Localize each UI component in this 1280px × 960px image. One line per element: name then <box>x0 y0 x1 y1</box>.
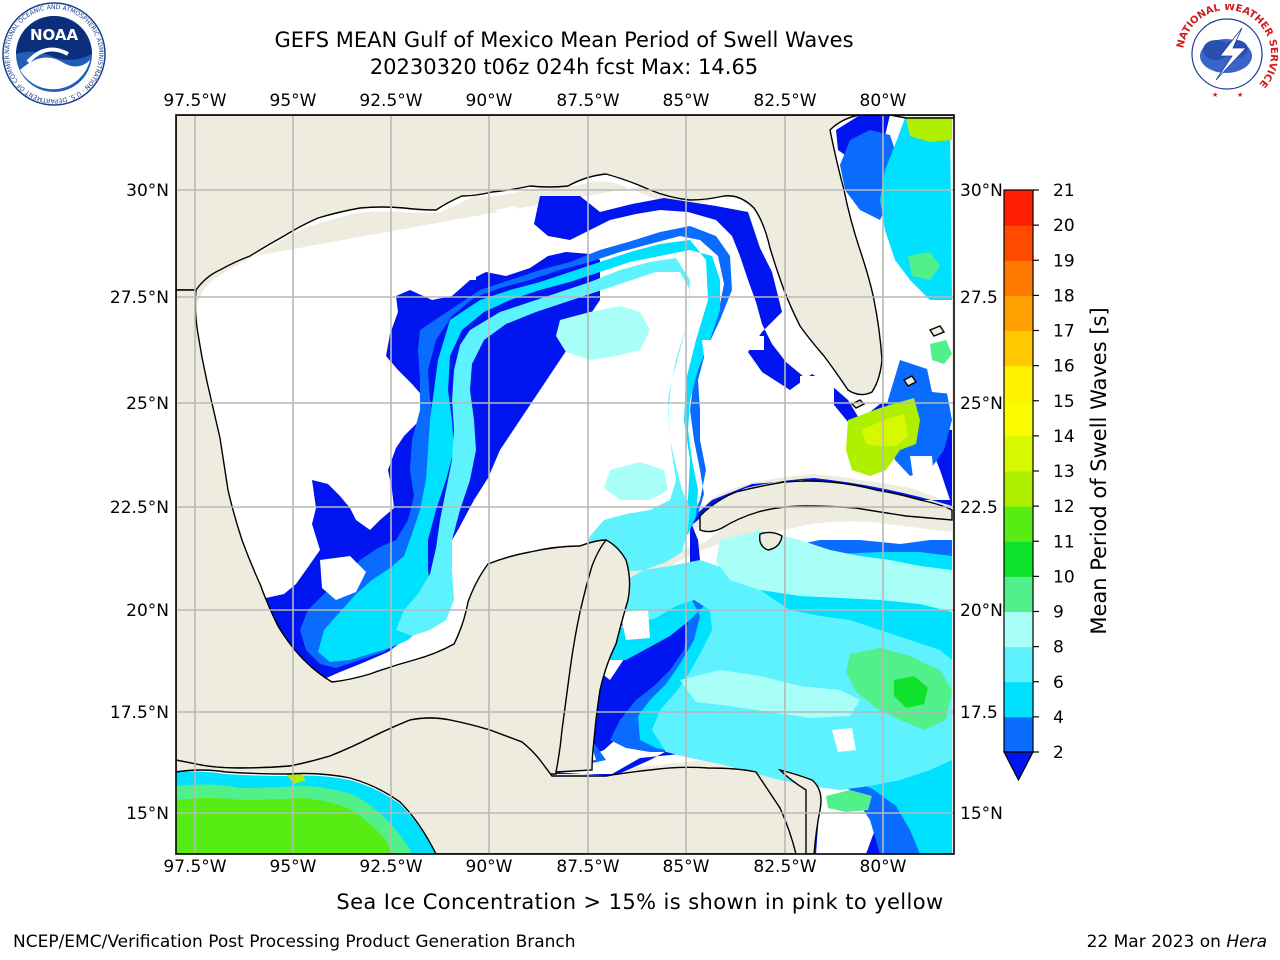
lat-label: 27.5 <box>960 288 998 308</box>
lat-label: 22.5 <box>960 498 998 518</box>
colorbar-tick-label: 18 <box>1053 286 1075 306</box>
lat-label: 27.5°N <box>110 288 169 308</box>
colorbar: 2 4 6 8 9 10 11 12 13 14 15 16 17 18 19 20 21 <box>1003 181 1075 782</box>
footer-date-text: 22 Mar 2023 on <box>1086 932 1221 952</box>
colorbar-extend-arrow <box>1003 751 1034 782</box>
graticule <box>176 115 954 854</box>
lat-label: 17.5°N <box>110 703 169 723</box>
swell-region-palecyan <box>556 306 952 718</box>
colorbar-tick-label: 6 <box>1053 673 1064 693</box>
lon-label: 97.5°W <box>163 857 226 877</box>
nws-logo: NATIONAL WEATHER SERVICE ★ ★ <box>1176 4 1278 103</box>
swell-region-yellowgreen <box>846 116 952 476</box>
colorbar-segment <box>1004 471 1033 507</box>
lat-label: 25°N <box>960 394 1003 414</box>
lon-labels-top: 97.5°W 95°W 92.5°W 90°W 87.5°W 85°W 82.5… <box>163 91 906 111</box>
lat-label: 30°N <box>126 181 169 201</box>
lat-label: 30°N <box>960 181 1003 201</box>
colorbar-tick-label: 17 <box>1053 322 1075 342</box>
svg-text:★: ★ <box>1212 91 1218 99</box>
colorbar-tick-label: 19 <box>1053 251 1075 271</box>
footer-credit: NCEP/EMC/Verification Post Processing Pr… <box>13 932 576 952</box>
colorbar-segment <box>1004 681 1033 718</box>
lon-label: 95°W <box>270 857 317 877</box>
colorbar-segment <box>1004 225 1033 261</box>
lat-label: 20°N <box>126 601 169 621</box>
colorbar-segment <box>1004 260 1033 296</box>
colorbar-segment <box>1004 330 1033 367</box>
swell-region-lime <box>862 414 908 446</box>
colorbar-tick-label: 13 <box>1053 462 1075 482</box>
noaa-logo-text: NOAA <box>30 26 79 44</box>
colorbar-tick-label: 14 <box>1053 427 1075 447</box>
lat-labels-left: 30°N 27.5°N 25°N 22.5°N 20°N 17.5°N 15°N <box>110 181 169 824</box>
swell-region-green <box>826 252 952 812</box>
colorbar-segment <box>1004 190 1033 226</box>
lat-label: 17.5 <box>960 703 998 723</box>
lon-label: 87.5°W <box>556 857 619 877</box>
map-subtitle: 20230320 t06z 024h fcst Max: 14.65 <box>369 55 759 79</box>
noaa-logo: NATIONAL OCEANIC AND ATMOSPHERIC ADMINIS… <box>2 2 106 106</box>
lon-label: 80°W <box>860 857 907 877</box>
lon-label: 92.5°W <box>359 91 422 111</box>
colorbar-tick-label: 2 <box>1053 743 1064 763</box>
colorbar-tick-label: 4 <box>1053 708 1064 728</box>
lon-label: 92.5°W <box>359 857 422 877</box>
colorbar-tick-label: 20 <box>1053 216 1075 236</box>
lon-label: 80°W <box>860 91 907 111</box>
lon-label: 85°W <box>663 857 710 877</box>
colorbar-segment <box>1004 295 1033 331</box>
map-area <box>176 115 954 854</box>
colorbar-tick-label: 12 <box>1053 497 1075 517</box>
swell-region-brightgreen <box>894 676 928 708</box>
colorbar-segment <box>1004 506 1033 542</box>
colorbar-tick-label: 9 <box>1053 603 1064 623</box>
swell-region-lightcyan <box>396 258 952 790</box>
lat-label: 22.5°N <box>110 498 169 518</box>
lon-label: 87.5°W <box>556 91 619 111</box>
colorbar-segment <box>1004 716 1033 753</box>
lat-label: 25°N <box>126 394 169 414</box>
lat-label: 15°N <box>960 804 1003 824</box>
lon-labels-bottom: 97.5°W 95°W 92.5°W 90°W 87.5°W 85°W 82.5… <box>163 857 906 877</box>
lon-label: 95°W <box>270 91 317 111</box>
lat-labels-right: 30°N 27.5 25°N 22.5 20°N 17.5 15°N <box>960 181 1003 824</box>
map-frame <box>175 114 955 855</box>
footer-date: 22 Mar 2023 on Hera <box>1087 932 1267 952</box>
lon-label: 82.5°W <box>753 91 816 111</box>
lon-label: 90°W <box>466 91 513 111</box>
svg-text:★: ★ <box>1237 91 1243 99</box>
swell-region-pacific-brightgreen <box>176 798 392 854</box>
colorbar-segment <box>1004 365 1033 402</box>
lon-label: 85°W <box>663 91 710 111</box>
colorbar-segment <box>1004 576 1033 612</box>
landmass <box>176 115 954 854</box>
swell-region-pacific-yellowgreen <box>286 772 306 784</box>
swell-region-darkblue <box>256 115 952 854</box>
colorbar-tick-label: 10 <box>1053 567 1075 587</box>
colorbar-tick-label: 21 <box>1053 181 1075 201</box>
lat-label: 15°N <box>126 804 169 824</box>
colorbar-tick-label: 15 <box>1053 392 1075 412</box>
colorbar-segment <box>1004 400 1033 437</box>
lon-label: 90°W <box>466 857 513 877</box>
lon-label: 97.5°W <box>163 91 226 111</box>
footer-machine: Hera <box>1226 932 1267 952</box>
colorbar-segment <box>1004 646 1033 683</box>
colorbar-label: Mean Period of Swell Waves [s] <box>1087 307 1111 634</box>
lon-label: 82.5°W <box>753 857 816 877</box>
colorbar-tick-label: 8 <box>1053 638 1064 658</box>
colorbar-tick-label: 11 <box>1053 532 1075 552</box>
colorbar-segment <box>1004 435 1033 472</box>
colorbar-segment <box>1004 541 1033 577</box>
colorbar-segment <box>1004 611 1033 648</box>
map-title: GEFS MEAN Gulf of Mexico Mean Period of … <box>274 28 854 52</box>
sea-ice-caption: Sea Ice Concentration > 15% is shown in … <box>336 890 944 914</box>
colorbar-tick-label: 16 <box>1053 357 1075 377</box>
lat-label: 20°N <box>960 601 1003 621</box>
